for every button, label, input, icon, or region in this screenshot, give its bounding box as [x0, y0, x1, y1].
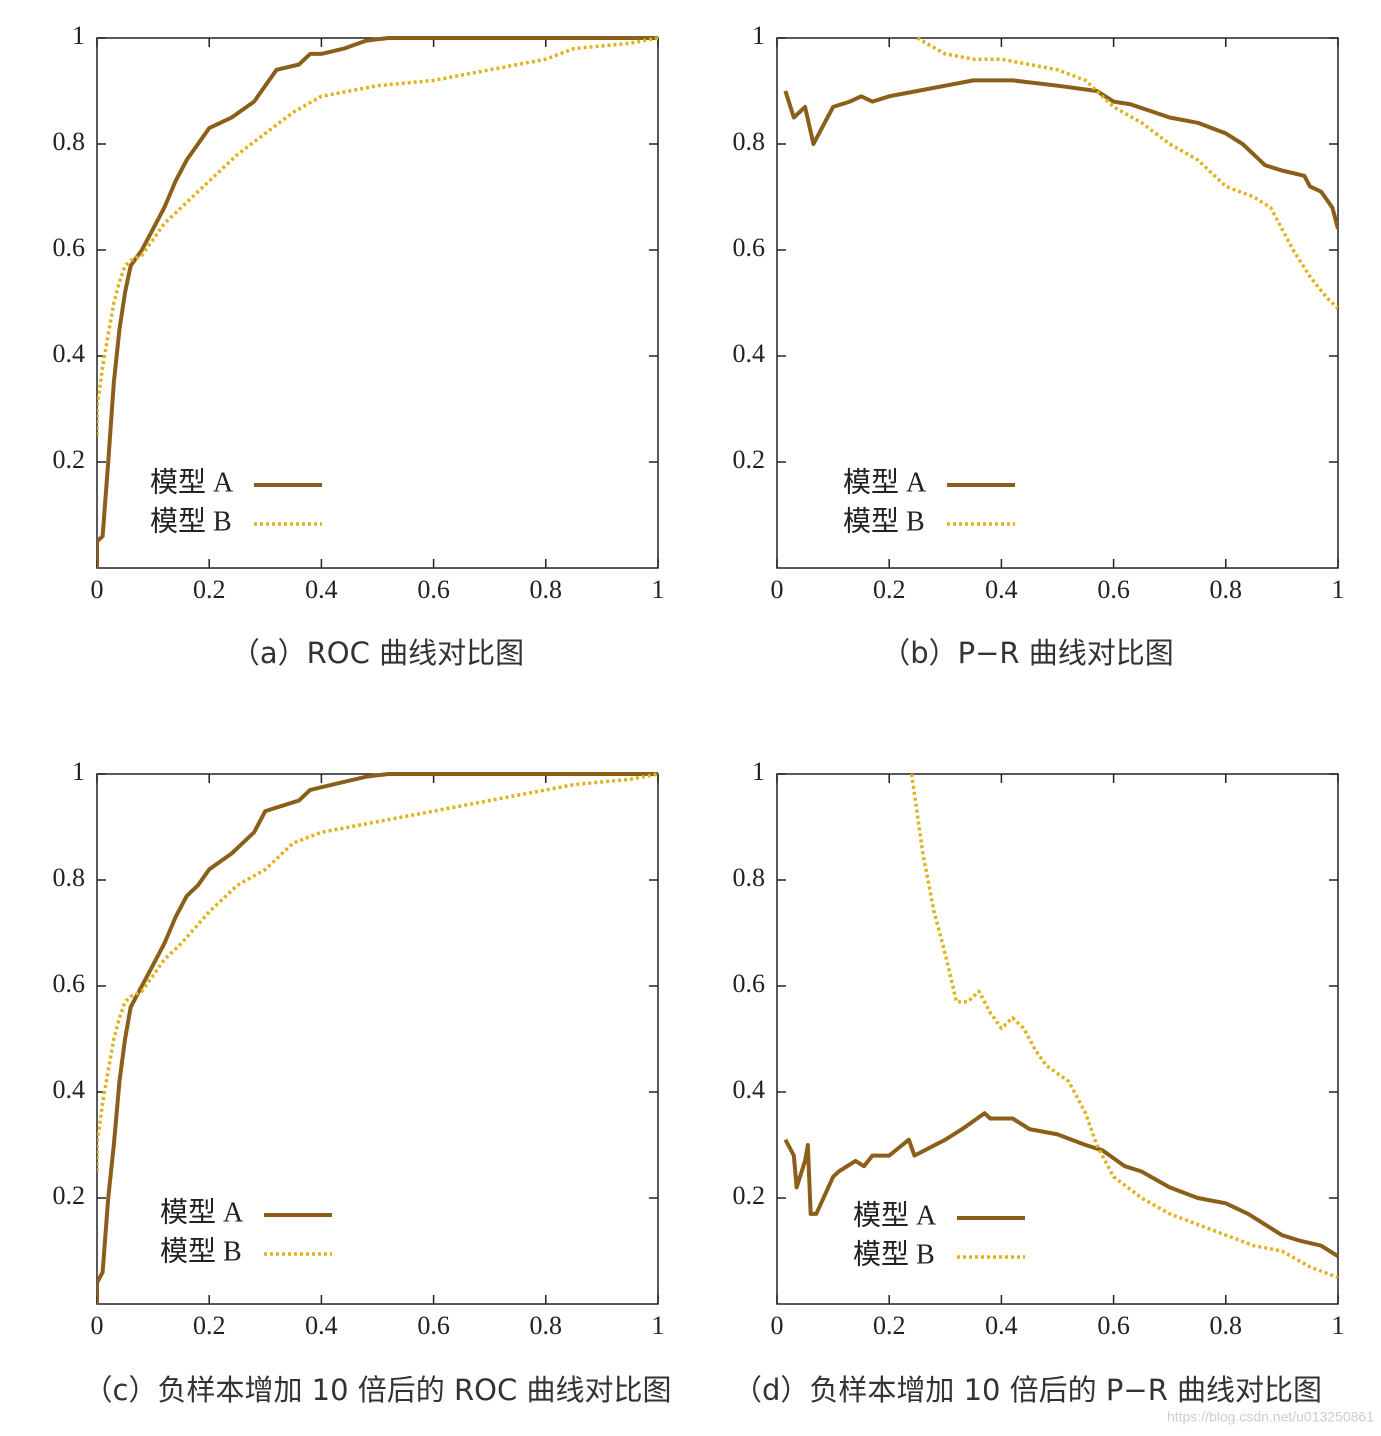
series-line: [916, 36, 1338, 310]
y-tick-label: 0.8: [733, 863, 766, 892]
legend-label: 模型 B: [160, 1235, 242, 1267]
x-tick-label: 0.2: [873, 575, 906, 604]
x-tick-label: 0.6: [417, 575, 450, 604]
x-tick-label: 0: [91, 1311, 104, 1340]
series-line: [97, 772, 658, 1172]
x-tick-label: 1: [1332, 1311, 1345, 1340]
caption: （c）负样本增加 10 倍后的 ROC 曲线对比图: [84, 1373, 672, 1407]
y-tick-label: 0.8: [53, 127, 86, 156]
caption: （d）负样本增加 10 倍后的 P−R 曲线对比图: [733, 1373, 1322, 1407]
x-tick-label: 0.8: [1210, 575, 1243, 604]
series-line: [97, 772, 658, 1304]
caption: （b）P−R 曲线对比图: [881, 636, 1174, 670]
y-tick-label: 0.6: [733, 233, 766, 262]
legend-label: 模型 A: [150, 466, 234, 498]
x-tick-label: 0: [91, 575, 104, 604]
y-tick-label: 1: [72, 757, 85, 786]
series-line: [783, 78, 1338, 230]
y-tick-label: 0.4: [733, 1075, 766, 1104]
x-tick-label: 0: [771, 575, 784, 604]
legend-label: 模型 A: [843, 466, 927, 498]
panel: 0 0.2 0.4 0.6 0.8 1 0.2 0.4 0.6 0.8 1 模型 A 模型 B （c）负样…: [53, 757, 672, 1407]
x-tick-label: 1: [1332, 575, 1345, 604]
x-tick-label: 0.8: [1210, 1311, 1243, 1340]
watermark: https://blog.csdn.net/u013250861: [1167, 1409, 1374, 1425]
x-tick-label: 1: [652, 1311, 665, 1340]
y-tick-label: 0.8: [733, 127, 766, 156]
x-tick-label: 0.4: [305, 575, 338, 604]
plot-frame: [776, 37, 1339, 569]
x-tick-label: 0: [771, 1311, 784, 1340]
caption: （a）ROC 曲线对比图: [231, 636, 524, 670]
panel: 0 0.2 0.4 0.6 0.8 1 0.2 0.4 0.6 0.8 1 模型 A 模型 B （a）RO…: [53, 21, 665, 670]
y-tick-label: 1: [72, 21, 85, 50]
x-tick-label: 0.2: [193, 1311, 226, 1340]
legend-label: 模型 B: [843, 505, 925, 537]
x-tick-label: 0.4: [985, 1311, 1018, 1340]
y-tick-label: 0.6: [53, 969, 86, 998]
series-line: [97, 36, 658, 568]
y-tick-label: 0.2: [53, 445, 86, 474]
x-tick-label: 0.4: [985, 575, 1018, 604]
x-tick-label: 0.6: [417, 1311, 450, 1340]
panel: 0 0.2 0.4 0.6 0.8 1 0.2 0.4 0.6 0.8 1 模型 A 模型 B （d）负样…: [733, 757, 1345, 1407]
y-tick-label: 1: [752, 757, 765, 786]
legend-label: 模型 A: [160, 1196, 244, 1228]
series-line: [783, 1111, 1338, 1258]
y-tick-label: 0.8: [53, 863, 86, 892]
series-line: [909, 773, 1338, 1280]
x-tick-label: 0.2: [193, 575, 226, 604]
legend-label: 模型 B: [150, 505, 232, 537]
legend-label: 模型 B: [853, 1238, 935, 1270]
y-tick-label: 0.6: [733, 969, 766, 998]
x-tick-label: 0.8: [530, 1311, 563, 1340]
y-tick-label: 0.4: [53, 1075, 86, 1104]
y-tick-label: 0.4: [53, 339, 86, 368]
x-tick-label: 1: [652, 575, 665, 604]
x-tick-label: 0.2: [873, 1311, 906, 1340]
y-tick-label: 1: [752, 21, 765, 50]
panel: 0 0.2 0.4 0.6 0.8 1 0.2 0.4 0.6 0.8 1 模型 A 模型 B （b）P−…: [733, 21, 1345, 670]
legend-label: 模型 A: [853, 1199, 937, 1231]
x-tick-label: 0.8: [530, 575, 563, 604]
y-tick-label: 0.2: [53, 1181, 86, 1210]
x-tick-label: 0.4: [305, 1311, 338, 1340]
series-line: [97, 36, 658, 436]
plot-frame: [776, 773, 1339, 1305]
y-tick-label: 0.2: [733, 1181, 766, 1210]
x-tick-label: 0.6: [1097, 575, 1130, 604]
y-tick-label: 0.6: [53, 233, 86, 262]
y-tick-label: 0.2: [733, 445, 766, 474]
x-tick-label: 0.6: [1097, 1311, 1130, 1340]
y-tick-label: 0.4: [733, 339, 766, 368]
